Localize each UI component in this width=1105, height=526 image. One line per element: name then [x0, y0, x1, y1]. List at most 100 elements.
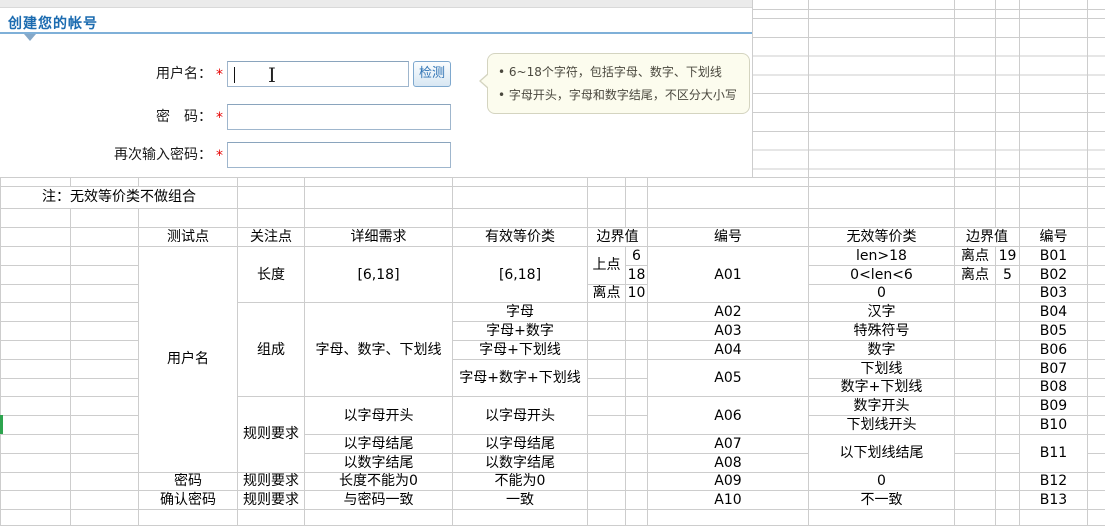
cell[interactable] [70, 358, 139, 379]
cell[interactable] [70, 321, 139, 341]
cell-invalid[interactable]: len>18 [808, 246, 955, 266]
cell[interactable] [995, 452, 1020, 473]
cell[interactable] [0, 490, 71, 511]
cell-boundary-value[interactable]: 6 [625, 246, 648, 266]
cell-id[interactable]: B05 [1019, 321, 1088, 341]
cell[interactable] [304, 509, 453, 526]
cell[interactable] [995, 177, 1020, 187]
cell[interactable] [625, 358, 648, 379]
cell[interactable] [954, 208, 996, 228]
cell-valid[interactable]: [6,18] [452, 245, 588, 304]
cell-focus[interactable]: 规则要求 [237, 396, 305, 473]
cell-focus[interactable]: 组成 [237, 302, 305, 398]
cell-detail[interactable]: [6,18] [304, 245, 453, 304]
col-header-test-point[interactable]: 测试点 [138, 227, 238, 247]
cell[interactable] [70, 177, 139, 187]
username-input[interactable]: I [227, 61, 409, 87]
cell-invalid[interactable]: 0<len<6 [808, 264, 955, 285]
cell[interactable] [625, 177, 648, 187]
cell[interactable] [1087, 302, 1105, 323]
cell-boundary-value[interactable]: 19 [995, 246, 1020, 266]
cell[interactable] [995, 415, 1020, 435]
cell[interactable] [1087, 358, 1105, 379]
cell[interactable] [587, 396, 626, 417]
cell[interactable] [1019, 186, 1088, 209]
cell-id[interactable]: B11 [1019, 433, 1088, 473]
cell[interactable] [1087, 177, 1105, 187]
cell[interactable] [995, 283, 1020, 304]
confirm-password-input[interactable] [227, 142, 451, 168]
cell[interactable] [70, 227, 139, 247]
cell[interactable] [587, 358, 626, 379]
cell[interactable] [304, 177, 453, 187]
cell[interactable] [587, 377, 626, 398]
cell[interactable] [70, 471, 139, 492]
cell[interactable] [452, 208, 588, 228]
cell[interactable] [0, 302, 71, 323]
cell[interactable] [1087, 433, 1105, 454]
cell[interactable] [954, 186, 996, 209]
cell[interactable] [954, 396, 996, 417]
cell-id[interactable]: B09 [1019, 396, 1088, 417]
cell[interactable] [70, 452, 139, 473]
cell-id[interactable]: A05 [647, 358, 809, 398]
cell-invalid[interactable]: 汉字 [808, 302, 955, 323]
cell-detail[interactable]: 长度不能为0 [304, 471, 453, 492]
cell[interactable] [70, 264, 139, 285]
password-input[interactable] [227, 104, 451, 130]
cell-invalid[interactable]: 数字+下划线 [808, 377, 955, 398]
cell[interactable] [587, 490, 626, 511]
cell[interactable] [1087, 227, 1105, 247]
cell[interactable] [0, 433, 71, 454]
cell[interactable] [1019, 177, 1088, 187]
cell[interactable] [0, 208, 71, 228]
cell-boundary-type[interactable]: 离点 [954, 246, 996, 266]
cell-id[interactable]: A09 [647, 471, 809, 492]
cell[interactable] [954, 490, 996, 511]
col-header-boundary-2[interactable]: 边界值 [954, 227, 1020, 247]
cell[interactable] [0, 358, 71, 379]
cell[interactable] [70, 396, 139, 417]
cell-boundary-type[interactable]: 上点 [587, 246, 626, 285]
cell[interactable] [954, 177, 996, 187]
cell[interactable] [70, 283, 139, 304]
cell-id[interactable]: A06 [647, 396, 809, 435]
cell[interactable] [138, 208, 238, 228]
cell-id[interactable]: B01 [1019, 246, 1088, 266]
cell[interactable] [625, 452, 648, 473]
cell-invalid[interactable]: 数字开头 [808, 396, 955, 417]
cell[interactable] [0, 227, 71, 247]
cell[interactable] [995, 396, 1020, 417]
cell-id[interactable]: B08 [1019, 377, 1088, 398]
cell[interactable] [237, 509, 305, 526]
cell[interactable] [0, 264, 71, 285]
cell-valid[interactable]: 不能为0 [452, 471, 588, 492]
cell[interactable] [138, 177, 238, 187]
cell[interactable] [237, 208, 305, 228]
cell-id[interactable]: B12 [1019, 471, 1088, 492]
cell[interactable] [625, 396, 648, 417]
cell[interactable] [995, 471, 1020, 492]
cell-valid[interactable]: 字母+数字 [452, 321, 588, 341]
cell[interactable] [0, 339, 71, 360]
cell[interactable] [625, 490, 648, 511]
cell[interactable] [647, 186, 809, 209]
cell-valid[interactable]: 以字母结尾 [452, 433, 588, 454]
cell[interactable] [0, 471, 71, 492]
cell[interactable] [1087, 415, 1105, 435]
col-header-focus[interactable]: 关注点 [237, 227, 305, 247]
note-cell[interactable]: 注：无效等价类不做组合 [0, 186, 238, 209]
cell-boundary-type[interactable]: 离点 [587, 283, 626, 304]
cell-valid[interactable]: 一致 [452, 490, 588, 511]
cell[interactable] [995, 490, 1020, 511]
cell[interactable] [587, 509, 626, 526]
cell-invalid[interactable]: 数字 [808, 339, 955, 360]
cell-boundary-value[interactable]: 10 [625, 283, 648, 304]
cell[interactable] [625, 186, 648, 209]
cell[interactable] [1019, 509, 1088, 526]
cell[interactable] [452, 509, 588, 526]
cell-invalid[interactable]: 下划线开头 [808, 415, 955, 435]
cell[interactable] [0, 396, 71, 417]
cell[interactable] [625, 471, 648, 492]
cell[interactable] [1087, 396, 1105, 417]
